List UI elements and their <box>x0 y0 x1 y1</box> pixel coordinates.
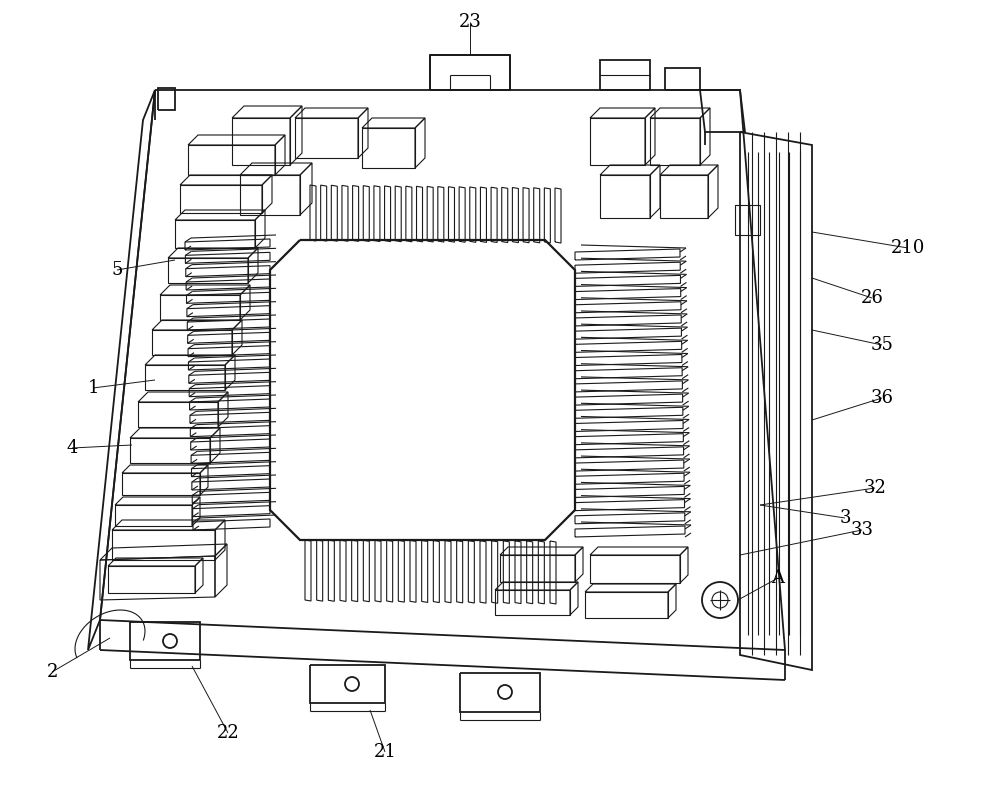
Text: 2: 2 <box>46 663 58 681</box>
Text: 1: 1 <box>87 379 99 397</box>
Text: 36: 36 <box>870 389 894 407</box>
Text: A: A <box>772 569 784 587</box>
Text: 33: 33 <box>850 521 874 539</box>
Text: 22: 22 <box>217 724 239 742</box>
Text: 3: 3 <box>839 509 851 527</box>
Text: 23: 23 <box>459 13 481 31</box>
Text: 21: 21 <box>374 743 396 761</box>
Text: 5: 5 <box>111 261 123 279</box>
Text: 32: 32 <box>864 479 886 497</box>
Text: 4: 4 <box>66 439 78 457</box>
Text: 35: 35 <box>871 336 893 354</box>
Text: 26: 26 <box>861 289 883 307</box>
Text: 210: 210 <box>891 239 925 257</box>
